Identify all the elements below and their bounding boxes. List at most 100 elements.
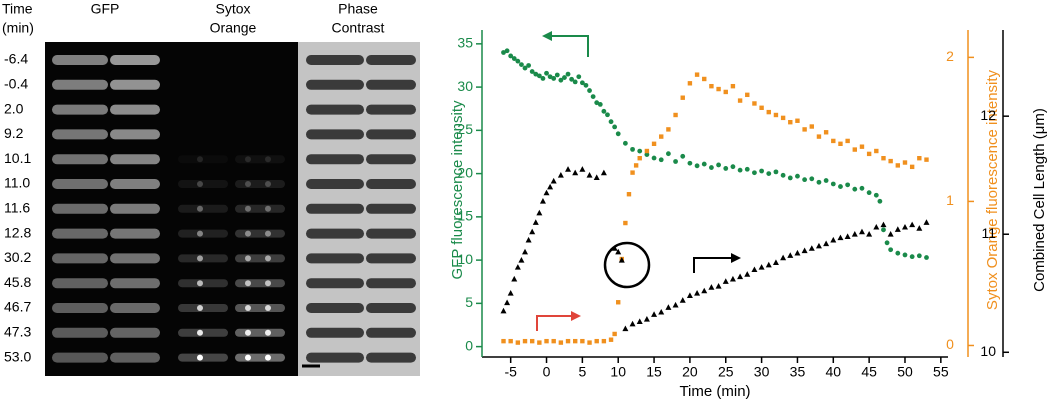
sytox-spot — [197, 181, 203, 187]
data-point — [758, 264, 765, 270]
data-point — [694, 72, 700, 77]
data-point — [916, 253, 922, 259]
data-point — [780, 115, 786, 121]
sytox-spot — [245, 280, 251, 287]
data-point — [659, 134, 664, 139]
data-point — [572, 169, 579, 176]
column-header: GFP — [91, 1, 120, 17]
data-point — [673, 112, 678, 118]
data-point — [894, 226, 901, 232]
data-point — [551, 338, 556, 344]
y-axis-label: GFP fluorescence intensity — [449, 100, 466, 279]
gfp-cell — [110, 179, 160, 189]
data-point — [515, 58, 521, 64]
y-tick-label: 15 — [457, 208, 473, 224]
data-point — [590, 94, 596, 100]
sytox-cell — [178, 204, 228, 213]
data-point — [844, 233, 851, 239]
data-point — [852, 186, 858, 192]
data-point — [612, 124, 618, 130]
x-tick-label: 15 — [646, 364, 662, 380]
data-point — [529, 69, 535, 74]
x-tick-label: 45 — [861, 364, 877, 380]
data-point — [644, 152, 650, 157]
data-point — [752, 170, 757, 176]
data-point — [679, 297, 686, 303]
data-point — [525, 236, 532, 243]
sytox-spot — [245, 181, 251, 187]
data-point — [618, 256, 625, 263]
sytox-cell — [235, 254, 285, 263]
data-point — [780, 172, 786, 178]
phase-cell — [306, 179, 364, 189]
data-point — [759, 105, 764, 110]
data-point — [587, 340, 592, 345]
sytox-cell — [235, 304, 285, 312]
gfp-cell — [52, 228, 108, 239]
arrow-head — [571, 311, 581, 321]
data-point — [845, 182, 851, 188]
phase-cell — [306, 154, 364, 165]
data-point — [554, 72, 560, 78]
data-point — [823, 130, 829, 135]
data-point — [514, 264, 521, 270]
data-point — [866, 151, 872, 157]
phase-cell — [306, 278, 364, 289]
data-point — [917, 156, 922, 161]
gfp-cell — [52, 203, 108, 214]
data-point — [558, 77, 564, 83]
data-point — [569, 76, 575, 82]
data-point — [815, 242, 822, 249]
data-point — [623, 220, 628, 226]
data-point — [508, 338, 513, 344]
phase-cell — [366, 129, 416, 140]
data-point — [709, 165, 714, 170]
data-point — [586, 172, 593, 178]
sytox-spot — [265, 181, 271, 187]
data-point — [687, 81, 693, 86]
gfp-cell — [110, 203, 160, 214]
phase-cell — [366, 352, 416, 363]
data-point — [594, 338, 599, 344]
sytox-spot — [265, 354, 271, 361]
sytox-cell — [235, 353, 285, 362]
column-header: Contrast — [332, 20, 385, 36]
phase-cell — [366, 303, 416, 313]
phase-cell — [366, 327, 416, 338]
data-point — [622, 140, 628, 146]
gfp-cell — [110, 55, 160, 65]
arrow-head — [542, 31, 552, 41]
y2-tick-label: 2 — [946, 48, 954, 64]
x-tick-label: 50 — [897, 364, 913, 380]
x-tick-label: 35 — [790, 364, 806, 380]
data-point — [597, 101, 603, 107]
data-point — [573, 338, 578, 344]
data-point — [529, 338, 535, 344]
data-point — [859, 144, 865, 149]
data-point — [895, 163, 901, 168]
gfp-cell — [52, 104, 108, 115]
x-tick-label: 55 — [933, 364, 949, 380]
y-tick-label: 10 — [457, 251, 473, 267]
data-point — [884, 240, 890, 246]
data-point — [902, 160, 908, 165]
data-point — [511, 56, 517, 61]
data-point — [601, 338, 607, 344]
sytox-spot — [245, 230, 251, 237]
data-point — [909, 254, 915, 260]
data-point — [851, 231, 858, 237]
data-point — [658, 157, 664, 163]
gfp-cell — [110, 278, 160, 289]
data-point — [888, 247, 894, 253]
data-point — [644, 148, 650, 154]
data-point — [823, 178, 829, 183]
data-point — [504, 299, 511, 306]
data-point — [772, 259, 779, 265]
x-tick-label: 40 — [826, 364, 842, 380]
data-point — [766, 171, 772, 177]
data-point — [723, 89, 728, 95]
sytox-spot — [265, 329, 271, 336]
data-point — [694, 290, 701, 296]
phase-cell — [366, 203, 416, 214]
sytox-spot — [245, 305, 251, 311]
